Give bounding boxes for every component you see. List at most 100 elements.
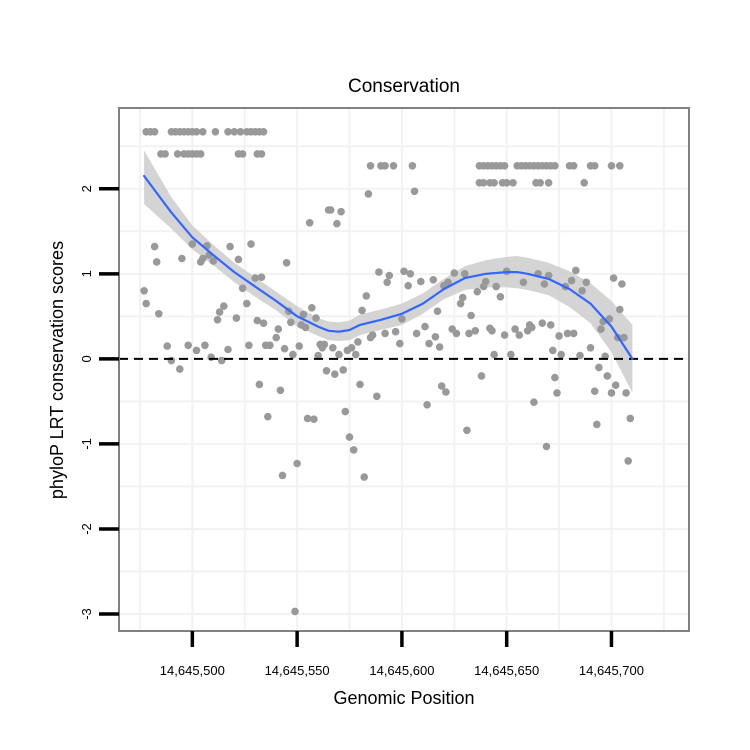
data-point	[278, 471, 287, 480]
data-point	[437, 382, 446, 390]
data-point	[282, 259, 291, 267]
data-point	[551, 162, 559, 170]
data-point	[492, 282, 501, 291]
data-point	[201, 341, 209, 350]
data-point	[247, 240, 255, 248]
data-point	[230, 128, 239, 136]
data-point	[305, 219, 314, 227]
data-point	[188, 240, 197, 248]
data-point	[345, 433, 354, 441]
data-point	[519, 278, 528, 287]
data-point	[337, 207, 345, 216]
data-point	[626, 414, 635, 423]
data-point	[406, 270, 415, 278]
data-point	[251, 274, 259, 282]
data-point	[500, 331, 509, 339]
data-point	[329, 344, 337, 352]
data-point	[444, 278, 452, 287]
data-point	[274, 325, 283, 333]
data-point	[500, 162, 509, 170]
data-point	[450, 269, 459, 277]
data-point	[452, 329, 461, 338]
data-point	[356, 380, 364, 389]
data-point	[563, 329, 572, 338]
data-point	[199, 254, 207, 263]
data-point	[400, 267, 408, 276]
x-tick-label: 14,645,600	[369, 663, 434, 678]
data-point	[586, 344, 595, 352]
data-point	[620, 333, 628, 342]
data-point	[463, 426, 471, 435]
confidence-ribbon	[144, 150, 633, 393]
data-point	[502, 179, 511, 187]
data-point	[243, 299, 251, 308]
panel-border	[118, 107, 690, 632]
data-point	[425, 339, 433, 348]
data-point	[226, 242, 234, 251]
data-point	[333, 219, 341, 228]
data-point	[580, 179, 588, 187]
data-point	[391, 327, 400, 336]
data-point	[597, 325, 605, 333]
data-point	[398, 315, 406, 323]
y-axis: -3 -2 -1 0 1 2	[79, 185, 119, 620]
data-point	[293, 459, 301, 468]
data-point	[335, 350, 343, 359]
data-point	[542, 442, 551, 451]
data-point	[507, 350, 515, 359]
data-point	[272, 333, 281, 342]
data-point	[435, 343, 444, 351]
data-point	[490, 350, 498, 359]
data-point	[582, 278, 591, 287]
data-point	[595, 363, 603, 372]
data-point	[609, 274, 618, 282]
data-point	[576, 351, 584, 360]
data-point	[253, 316, 262, 325]
data-point	[366, 162, 375, 170]
y-tick-label: 1	[79, 270, 94, 277]
data-point	[224, 345, 232, 354]
data-point	[381, 329, 389, 338]
y-axis-label: phyloP LRT conservation scores	[47, 241, 67, 499]
data-point	[140, 287, 148, 295]
data-point	[551, 373, 559, 382]
data-point	[381, 162, 389, 170]
y-tick-label: 2	[79, 185, 94, 192]
data-point	[431, 333, 440, 341]
data-point	[312, 314, 320, 322]
data-point	[213, 316, 222, 324]
loess-fit-line	[143, 174, 634, 360]
data-point	[433, 307, 442, 316]
data-point	[163, 342, 171, 350]
data-point	[217, 356, 226, 365]
data-point	[461, 270, 469, 278]
data-point	[465, 329, 473, 338]
data-point	[383, 278, 392, 287]
chart-title: Conservation	[348, 76, 460, 97]
data-point	[176, 365, 184, 373]
y-tick-label: -3	[79, 608, 94, 620]
data-point	[196, 150, 205, 158]
data-point	[412, 329, 421, 338]
data-point	[473, 287, 482, 296]
y-tick-label: -1	[79, 438, 94, 450]
data-point	[150, 242, 159, 251]
data-point	[572, 266, 580, 275]
data-point	[549, 346, 557, 355]
data-point	[404, 281, 413, 290]
data-point	[590, 387, 599, 396]
data-point	[538, 319, 547, 328]
data-point	[276, 386, 285, 395]
x-tick-label: 14,645,500	[160, 663, 225, 678]
data-point	[299, 310, 308, 319]
data-point	[354, 338, 362, 346]
data-point	[456, 299, 465, 308]
data-point	[368, 331, 377, 339]
data-point	[352, 350, 360, 359]
data-point	[232, 314, 241, 322]
data-point	[410, 187, 419, 196]
data-point	[209, 257, 218, 265]
data-point	[622, 389, 630, 397]
data-point	[238, 150, 247, 158]
